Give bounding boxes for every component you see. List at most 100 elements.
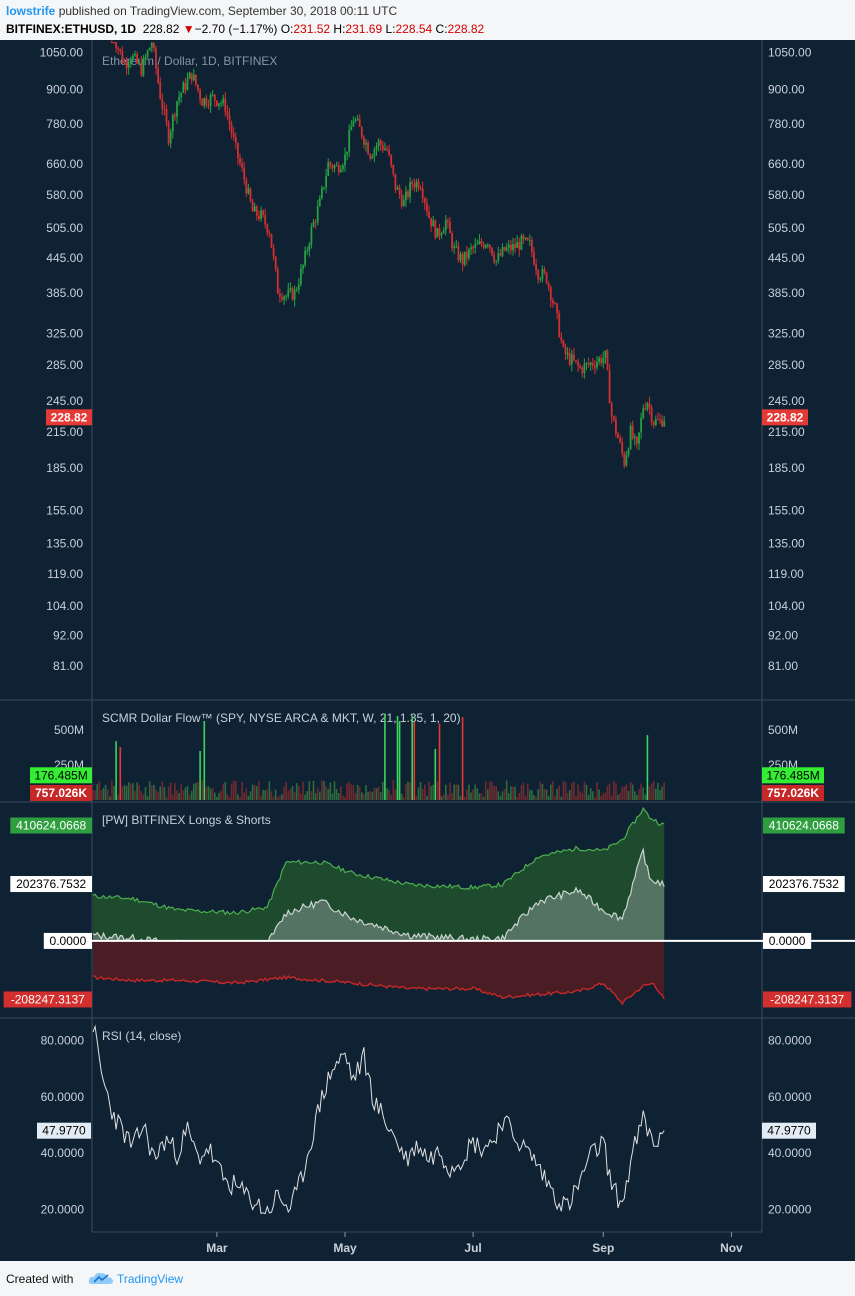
- candle-body: [174, 115, 176, 117]
- candle-body: [608, 369, 611, 404]
- flow-bar: [419, 781, 422, 800]
- flow-bar: [585, 784, 588, 800]
- price-axis-right-tick: 900.00: [768, 83, 805, 97]
- candle-body: [392, 164, 395, 174]
- candle-body: [524, 237, 527, 240]
- candle-body: [518, 242, 521, 250]
- candle-body: [585, 363, 588, 365]
- flow-bar: [631, 784, 634, 800]
- candle-body: [583, 363, 586, 374]
- price-axis-right-tick: 780.00: [768, 117, 805, 131]
- price-axis-left-tick: 445.00: [46, 251, 83, 265]
- candle-body: [482, 244, 485, 248]
- flow-bar: [592, 791, 594, 800]
- flow-up-label-left: 176.485M: [34, 768, 87, 782]
- candle-body: [415, 181, 418, 188]
- longs-value-label-left: 410624.0668: [16, 819, 86, 833]
- candle-body: [423, 198, 426, 204]
- flow-bar: [552, 781, 554, 800]
- candle-body: [432, 220, 435, 227]
- flow-bar: [524, 795, 527, 800]
- flow-bar: [285, 782, 287, 800]
- candle-body: [384, 148, 386, 150]
- close-label: C:: [435, 22, 448, 36]
- candle-body: [510, 244, 512, 251]
- price-axis-right-tick: 660.00: [768, 157, 805, 171]
- candle-body: [331, 165, 334, 169]
- flow-bar: [207, 786, 210, 800]
- candle-body: [201, 99, 204, 106]
- candle-body: [497, 253, 500, 261]
- candle-body: [157, 68, 159, 83]
- author-link[interactable]: lowstrife: [6, 4, 56, 18]
- flow-bar: [283, 786, 285, 800]
- price-axis-left-tick: 81.00: [53, 659, 83, 673]
- flow-bar: [180, 784, 182, 800]
- flow-bar: [203, 721, 206, 800]
- flow-bar: [636, 795, 638, 800]
- flow-up-label-left-bg: [30, 767, 92, 784]
- flow-bar: [415, 796, 418, 800]
- flow-bar: [344, 796, 346, 800]
- price-axis-left-tick: 1050.00: [40, 46, 84, 60]
- dollar-flow-pane[interactable]: SCMR Dollar Flow™ (SPY, NYSE ARCA & MKT,…: [92, 711, 665, 800]
- candle-body: [247, 188, 250, 194]
- candle-body: [260, 210, 262, 220]
- flow-bar: [610, 795, 613, 800]
- candle-body: [163, 108, 166, 110]
- candle-body: [356, 119, 359, 121]
- candle-body: [499, 253, 502, 256]
- flow-bar: [167, 786, 170, 800]
- chart-area[interactable]: Ethereum / Dollar, 1D, BITFINEX SCMR Dol…: [0, 40, 855, 1261]
- low-label: L:: [385, 22, 396, 36]
- candle-body: [426, 203, 428, 212]
- candle-body: [591, 362, 594, 366]
- price-axis-left-tick: 92.00: [53, 628, 83, 642]
- candle-body: [144, 56, 147, 59]
- flow-bar: [251, 784, 254, 800]
- candle-body: [186, 78, 189, 90]
- candle-body: [421, 188, 424, 199]
- net-value-label-right: 202376.7532: [769, 877, 839, 891]
- flow-bar: [245, 788, 248, 800]
- price-last-label-left: 228.82: [51, 410, 88, 424]
- candle-body: [531, 240, 533, 253]
- flow-bar: [253, 785, 256, 800]
- candle-body: [115, 42, 117, 49]
- flow-bar: [478, 793, 481, 800]
- candle-body: [581, 368, 584, 374]
- flow-bar: [205, 786, 208, 800]
- flow-bar: [130, 783, 132, 800]
- flow-bar: [505, 780, 508, 800]
- candle-body: [447, 219, 449, 222]
- tradingview-cloud-icon[interactable]: [88, 1270, 114, 1286]
- candle-body: [155, 48, 157, 69]
- flow-bar: [123, 785, 126, 800]
- price-axis-right-tick: 580.00: [768, 188, 805, 202]
- rsi-pane[interactable]: RSI (14, close): [92, 1024, 665, 1215]
- flow-bar: [394, 789, 397, 800]
- price-axis-left-tick: 245.00: [46, 394, 83, 408]
- candle-body: [190, 72, 193, 81]
- flow-bar: [295, 783, 298, 800]
- candle-body: [119, 48, 122, 52]
- price-pane[interactable]: Ethereum / Dollar, 1D, BITFINEX: [102, 40, 666, 469]
- flow-bar: [174, 782, 176, 800]
- flow-bar: [648, 786, 651, 800]
- tradingview-link[interactable]: TradingView: [117, 1272, 184, 1286]
- flow-bar: [100, 789, 103, 800]
- flow-bar: [96, 784, 98, 800]
- candle-body: [468, 249, 470, 259]
- flow-bar: [142, 794, 145, 800]
- flow-bar: [163, 787, 166, 800]
- flow-bar: [333, 781, 336, 800]
- candle-body: [480, 240, 483, 245]
- flow-bar: [151, 785, 153, 800]
- candle-body: [140, 62, 143, 76]
- flow-bar: [646, 735, 649, 800]
- candle-body: [197, 84, 199, 91]
- candle-body: [619, 438, 621, 443]
- candle-body: [161, 98, 164, 109]
- longs-shorts-pane[interactable]: [PW] BITFINEX Longs & Shorts: [92, 806, 855, 1006]
- price-axis-left-tick: 185.00: [46, 461, 83, 475]
